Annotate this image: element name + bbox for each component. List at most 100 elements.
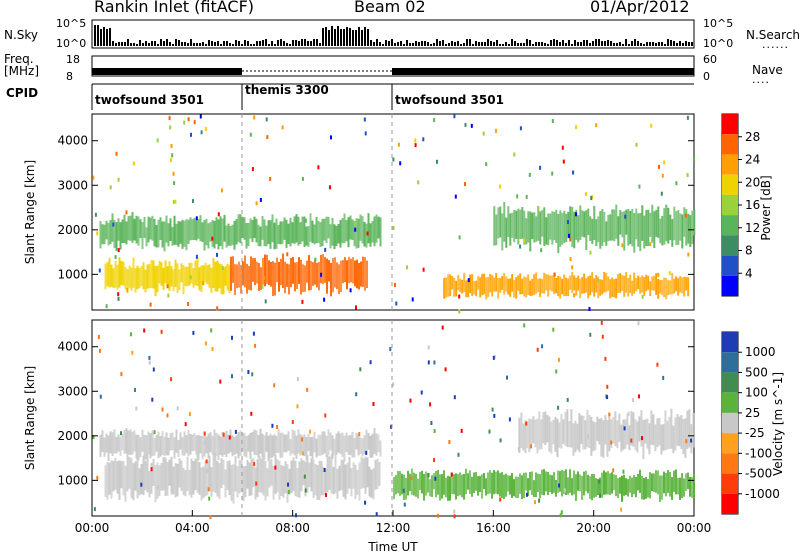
xtick-label: 00:00 [677,521,712,535]
velocity-speckle [606,395,609,400]
velocity-band-2-stripe [567,477,569,495]
velocity-band-2-stripe [487,472,489,495]
velocity-band-2-stripe [691,477,693,498]
cpid-segment-1: twofsound 3501 [95,93,204,107]
power-band-1-stripe [236,264,238,289]
power-band-2-stripe [181,219,184,249]
power-band-3-stripe [627,278,630,297]
power-band-1-stripe [284,261,286,294]
power-speckle [314,257,317,262]
power-cb-tick-label: 4 [745,266,753,280]
velocity-band-2-stripe [435,470,437,498]
power-band-0-stripe [136,265,139,290]
nsky-bar [361,30,363,46]
power-band-1-stripe [240,264,242,294]
power-band-4-stripe [675,211,678,245]
velocity-band-1-stripe [263,435,266,460]
power-speckle [217,212,220,217]
power-band-3-stripe [473,281,476,295]
velocity-band-2-stripe [643,478,645,500]
velocity-band-1-stripe [257,435,260,459]
nsky-bar [607,40,609,46]
power-speckle [650,123,653,128]
power-speckle [200,130,203,135]
power-band-2-stripe [359,214,362,241]
velocity-speckle [364,500,367,505]
power-band-4-stripe [685,209,688,246]
velocity-speckle [433,458,435,463]
velocity-band-2-stripe [683,478,685,497]
velocity-band-2-stripe [573,470,575,495]
velocity-speckle [499,438,502,443]
power-band-4-stripe [511,212,514,238]
power-band-4-stripe [501,213,504,251]
power-band-2-stripe [203,219,206,251]
power-speckle [635,142,638,147]
power-band-2-stripe [163,221,166,252]
power-band-1-stripe [332,257,334,293]
power-band-1-stripe [340,260,342,293]
date-title: 01/Apr/2012 [590,0,690,16]
velocity-band-2-stripe [477,476,479,496]
power-band-4-stripe [673,206,676,241]
power-band-3-stripe [561,278,564,295]
nsky-bar [184,42,186,46]
power-speckle [567,220,569,224]
velocity-band-0-stripe [334,455,337,494]
power-band-0-stripe [160,262,163,286]
power-band-3-stripe [681,277,684,294]
power-band-0-stripe [154,265,157,297]
power-band-1-stripe [362,256,364,287]
power-band-0-stripe [170,266,173,287]
velocity-band-1-stripe [303,434,306,456]
power-band-2-stripe [373,216,376,247]
velocity-speckle [566,397,569,402]
power-band-4-stripe [649,212,652,237]
power-band-4-stripe [665,204,668,242]
velocity-band-0-stripe [282,466,285,498]
velocity-speckle [433,360,436,365]
velocity-band-0-stripe [248,462,251,496]
velocity-band-3-stripe [586,409,589,448]
power-band-2-stripe [303,216,306,247]
velocity-band-0-stripe [372,468,375,500]
nsearch-tick-bottom: 10^0 [703,37,734,50]
power-band-2-stripe [319,222,322,247]
xtick-label: 04:00 [175,521,210,535]
nsky-bar [238,41,240,46]
power-band-2-stripe [223,214,226,242]
velocity-band-1-stripe [375,433,378,456]
velocity-band-3-stripe [642,419,645,460]
velocity-speckle [441,325,444,330]
power-speckle [561,145,564,150]
power-band-3-stripe [463,272,466,293]
nsky-bar [289,44,291,46]
power-speckle [114,255,117,260]
power-band-2-stripe [377,216,380,239]
nsky-bar [319,43,321,46]
power-band-2-stripe [189,217,192,241]
velocity-band-3-stripe [518,417,521,453]
velocity-speckle [184,422,187,427]
velocity-band-0-stripe [350,468,353,497]
power-band-3-stripe [515,277,518,299]
velocity-speckle [176,406,179,411]
power-speckle [261,284,264,289]
power-speckle [324,247,327,252]
power-band-1-stripe [318,261,320,291]
power-speckle [221,188,223,193]
velocity-band-3-stripe [564,411,567,446]
velocity-band-0-stripe [332,466,335,495]
power-speckle [190,132,192,137]
power-band-4-stripe [521,207,524,239]
velocity-band-0-stripe [312,459,315,499]
velocity-band-0-stripe [128,456,131,489]
power-band-0-stripe [156,265,159,293]
power-band-2-stripe [367,213,370,244]
velocity-speckle [234,429,237,434]
velocity-band-0-stripe [256,459,259,498]
power-band-2-stripe [171,226,174,246]
power-speckle [94,212,97,217]
velocity-band-2-stripe [523,472,525,498]
